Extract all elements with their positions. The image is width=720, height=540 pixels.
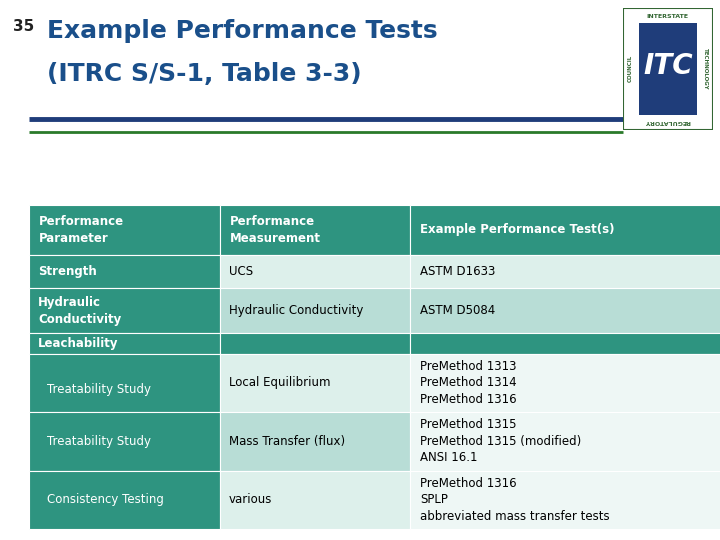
Bar <box>220 354 410 412</box>
Text: Local Equilibrium: Local Equilibrium <box>229 376 330 389</box>
Text: UCS: UCS <box>229 265 253 278</box>
Bar <box>29 288 220 333</box>
Bar <box>29 333 220 354</box>
Text: Leachability: Leachability <box>38 337 119 350</box>
Text: COUNCIL: COUNCIL <box>628 55 632 83</box>
Bar <box>410 471 720 529</box>
Text: REGULATORY: REGULATORY <box>644 119 691 124</box>
Text: INTERSTATE: INTERSTATE <box>647 14 689 19</box>
Text: various: various <box>229 494 272 507</box>
Bar <box>410 412 720 471</box>
Bar <box>410 205 720 255</box>
Text: TECHNOLOGY: TECHNOLOGY <box>703 48 708 90</box>
Bar <box>220 205 410 255</box>
Bar <box>220 471 410 529</box>
Text: ASTM D5084: ASTM D5084 <box>420 305 495 318</box>
Bar <box>220 288 410 333</box>
Text: Mass Transfer (flux): Mass Transfer (flux) <box>229 435 345 448</box>
Bar <box>410 288 720 333</box>
Text: Example Performance Tests: Example Performance Tests <box>47 19 438 43</box>
Text: Hydraulic
Conductivity: Hydraulic Conductivity <box>38 296 122 326</box>
Bar <box>29 354 220 412</box>
Text: PreMethod 1316
SPLP
abbreviated mass transfer tests: PreMethod 1316 SPLP abbreviated mass tra… <box>420 477 609 523</box>
Bar <box>410 354 720 412</box>
Bar <box>29 205 220 255</box>
Bar <box>220 412 410 471</box>
Text: 35: 35 <box>13 19 35 34</box>
Text: (ITRC S/S-1, Table 3-3): (ITRC S/S-1, Table 3-3) <box>47 62 361 86</box>
Text: PreMethod 1315
PreMethod 1315 (modified)
ANSI 16.1: PreMethod 1315 PreMethod 1315 (modified)… <box>420 418 581 464</box>
Text: Consistency Testing: Consistency Testing <box>47 494 163 507</box>
Bar <box>29 255 220 288</box>
Text: Performance
Parameter: Performance Parameter <box>39 215 124 245</box>
Text: ASTM D1633: ASTM D1633 <box>420 265 495 278</box>
Text: ITC: ITC <box>643 52 693 80</box>
Bar <box>410 333 720 354</box>
Text: Performance
Measurement: Performance Measurement <box>230 215 320 245</box>
Text: Treatability Study: Treatability Study <box>47 435 150 448</box>
Text: Treatability Study: Treatability Study <box>47 383 150 396</box>
Text: Example Performance Test(s): Example Performance Test(s) <box>420 224 615 237</box>
Bar <box>639 23 697 115</box>
Text: PreMethod 1313
PreMethod 1314
PreMethod 1316: PreMethod 1313 PreMethod 1314 PreMethod … <box>420 360 516 406</box>
Bar <box>29 471 220 529</box>
Bar <box>220 333 410 354</box>
Text: Hydraulic Conductivity: Hydraulic Conductivity <box>229 305 364 318</box>
Bar <box>410 255 720 288</box>
Text: Strength: Strength <box>38 265 97 278</box>
Bar <box>220 255 410 288</box>
Bar <box>29 412 220 471</box>
